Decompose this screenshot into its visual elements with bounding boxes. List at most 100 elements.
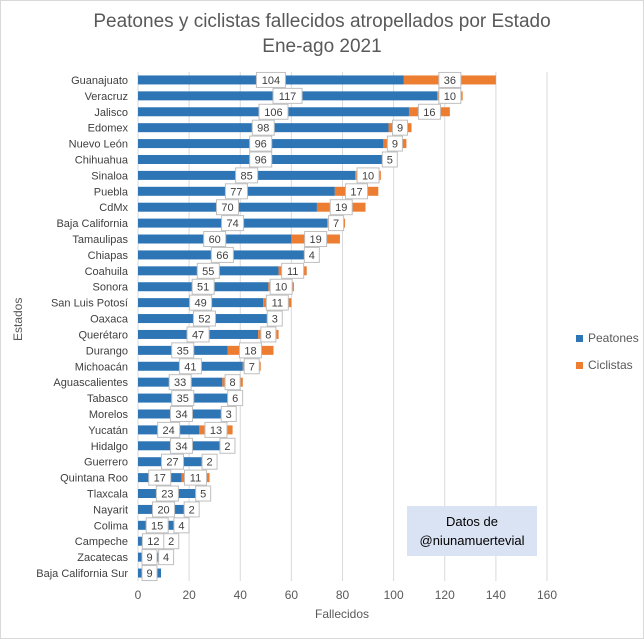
data-label-ciclistas-box — [265, 294, 289, 311]
data-label-peatones-box — [210, 246, 234, 263]
category-label: Tlaxcala — [87, 489, 129, 501]
data-label-ciclistas: 7 — [249, 361, 255, 373]
category-label: CdMx — [99, 202, 128, 214]
data-label-ciclistas: 2 — [168, 536, 174, 548]
category-label: Nuevo León — [69, 139, 128, 151]
data-label-peatones: 85 — [241, 170, 253, 182]
data-label-peatones: 41 — [184, 361, 196, 373]
data-label-ciclistas: 3 — [272, 314, 278, 326]
data-label-ciclistas: 5 — [200, 489, 206, 501]
data-label-peatones: 74 — [226, 218, 238, 230]
data-label-peatones-box — [215, 199, 239, 216]
data-label-ciclistas-box — [417, 103, 441, 120]
y-axis-label: Estados — [11, 297, 25, 341]
legend-item-ciclistas: Ciclistas — [576, 358, 639, 372]
data-label-ciclistas-box — [328, 215, 345, 232]
data-label-ciclistas-box — [183, 501, 200, 518]
category-label: Yucatán — [88, 425, 128, 437]
category-label: Baja California Sur — [36, 568, 128, 580]
data-label-ciclistas-box — [260, 326, 277, 343]
data-label-peatones: 70 — [221, 202, 233, 214]
data-label-ciclistas-box — [201, 453, 218, 470]
x-tick-label: 0 — [135, 588, 142, 602]
category-label: Sinaloa — [91, 170, 129, 182]
data-label-peatones-box — [171, 390, 195, 407]
chart-subtitle: Ene-ago 2021 — [262, 36, 382, 57]
data-label-ciclistas-box — [184, 469, 208, 486]
data-label-ciclistas: 18 — [244, 345, 256, 357]
data-label-ciclistas: 4 — [309, 250, 315, 262]
data-label-peatones: 24 — [163, 425, 175, 437]
category-label: Chiapas — [88, 250, 129, 262]
data-label-peatones: 9 — [146, 552, 152, 564]
category-label: Durango — [86, 345, 128, 357]
category-label: Oaxaca — [90, 314, 129, 326]
data-label-peatones-box — [148, 469, 172, 486]
data-label-ciclistas-box — [158, 549, 175, 566]
data-label-peatones-box — [196, 262, 220, 279]
data-label-peatones: 35 — [177, 393, 189, 405]
category-label: Guerrero — [84, 457, 128, 469]
legend: Peatones Ciclistas — [576, 331, 639, 385]
x-axis-label: Fallecidos — [314, 607, 370, 621]
data-label-ciclistas: 2 — [224, 441, 230, 453]
data-label-peatones: 96 — [255, 139, 267, 151]
data-label-ciclistas: 19 — [310, 234, 322, 246]
legend-swatch-peatones — [576, 334, 583, 342]
x-tick-label: 80 — [336, 588, 350, 602]
data-label-peatones-box — [157, 421, 181, 438]
data-label-ciclistas-box — [219, 437, 236, 454]
credit-line-2: @niunamuertevial — [419, 533, 525, 548]
data-label-peatones: 106 — [264, 107, 282, 119]
data-label-peatones-box — [192, 310, 216, 327]
data-label-peatones-box — [203, 231, 227, 248]
credit-line-1: Datos de — [445, 514, 499, 529]
data-label-peatones-box — [169, 437, 193, 454]
data-label-ciclistas: 6 — [232, 393, 238, 405]
data-label-ciclistas: 16 — [423, 107, 435, 119]
category-label: Veracruz — [85, 91, 128, 103]
data-label-peatones: 34 — [175, 441, 187, 453]
legend-label-ciclistas: Ciclistas — [588, 358, 633, 372]
data-label-peatones-box — [272, 87, 303, 104]
data-label-peatones: 23 — [161, 489, 173, 501]
category-label: Zacatecas — [77, 552, 128, 564]
data-label-peatones-box — [141, 549, 158, 566]
data-label-peatones: 15 — [151, 520, 163, 532]
data-label-peatones: 55 — [202, 266, 214, 278]
data-label-peatones-box — [235, 167, 259, 184]
data-label-peatones-box — [152, 501, 176, 518]
data-label-ciclistas-box — [329, 199, 353, 216]
category-label: Jalisco — [94, 107, 128, 119]
data-label-ciclistas: 19 — [335, 202, 347, 214]
data-label-ciclistas: 11 — [190, 473, 201, 485]
data-label-peatones-box — [155, 485, 179, 502]
data-label-ciclistas: 3 — [226, 409, 232, 421]
data-label-ciclistas: 17 — [350, 186, 362, 198]
data-label-ciclistas-box — [224, 374, 241, 391]
data-label-ciclistas: 7 — [333, 218, 339, 230]
data-label-ciclistas: 2 — [207, 457, 213, 469]
data-label-peatones-box — [186, 326, 210, 343]
data-label-peatones-box — [249, 151, 273, 168]
legend-item-peatones: Peatones — [576, 331, 639, 345]
data-label-peatones-box — [189, 294, 213, 311]
data-label-ciclistas-box — [220, 405, 237, 422]
x-tick-label: 120 — [435, 588, 455, 602]
category-label: Nayarit — [93, 504, 128, 516]
x-tick-label: 60 — [285, 588, 299, 602]
data-label-ciclistas-box — [345, 183, 369, 200]
data-label-peatones-box — [171, 342, 195, 359]
data-label-ciclistas-box — [266, 310, 283, 327]
data-label-peatones: 17 — [154, 473, 166, 485]
data-label-ciclistas-box — [381, 151, 398, 168]
category-label: Tabasco — [87, 393, 128, 405]
data-label-ciclistas: 11 — [272, 298, 283, 310]
data-label-peatones-box — [224, 183, 248, 200]
data-label-ciclistas: 13 — [210, 425, 222, 437]
data-label-peatones: 52 — [198, 314, 210, 326]
data-label-ciclistas-box — [386, 135, 403, 152]
category-label: Sonora — [93, 282, 129, 294]
data-label-ciclistas: 8 — [265, 329, 271, 341]
